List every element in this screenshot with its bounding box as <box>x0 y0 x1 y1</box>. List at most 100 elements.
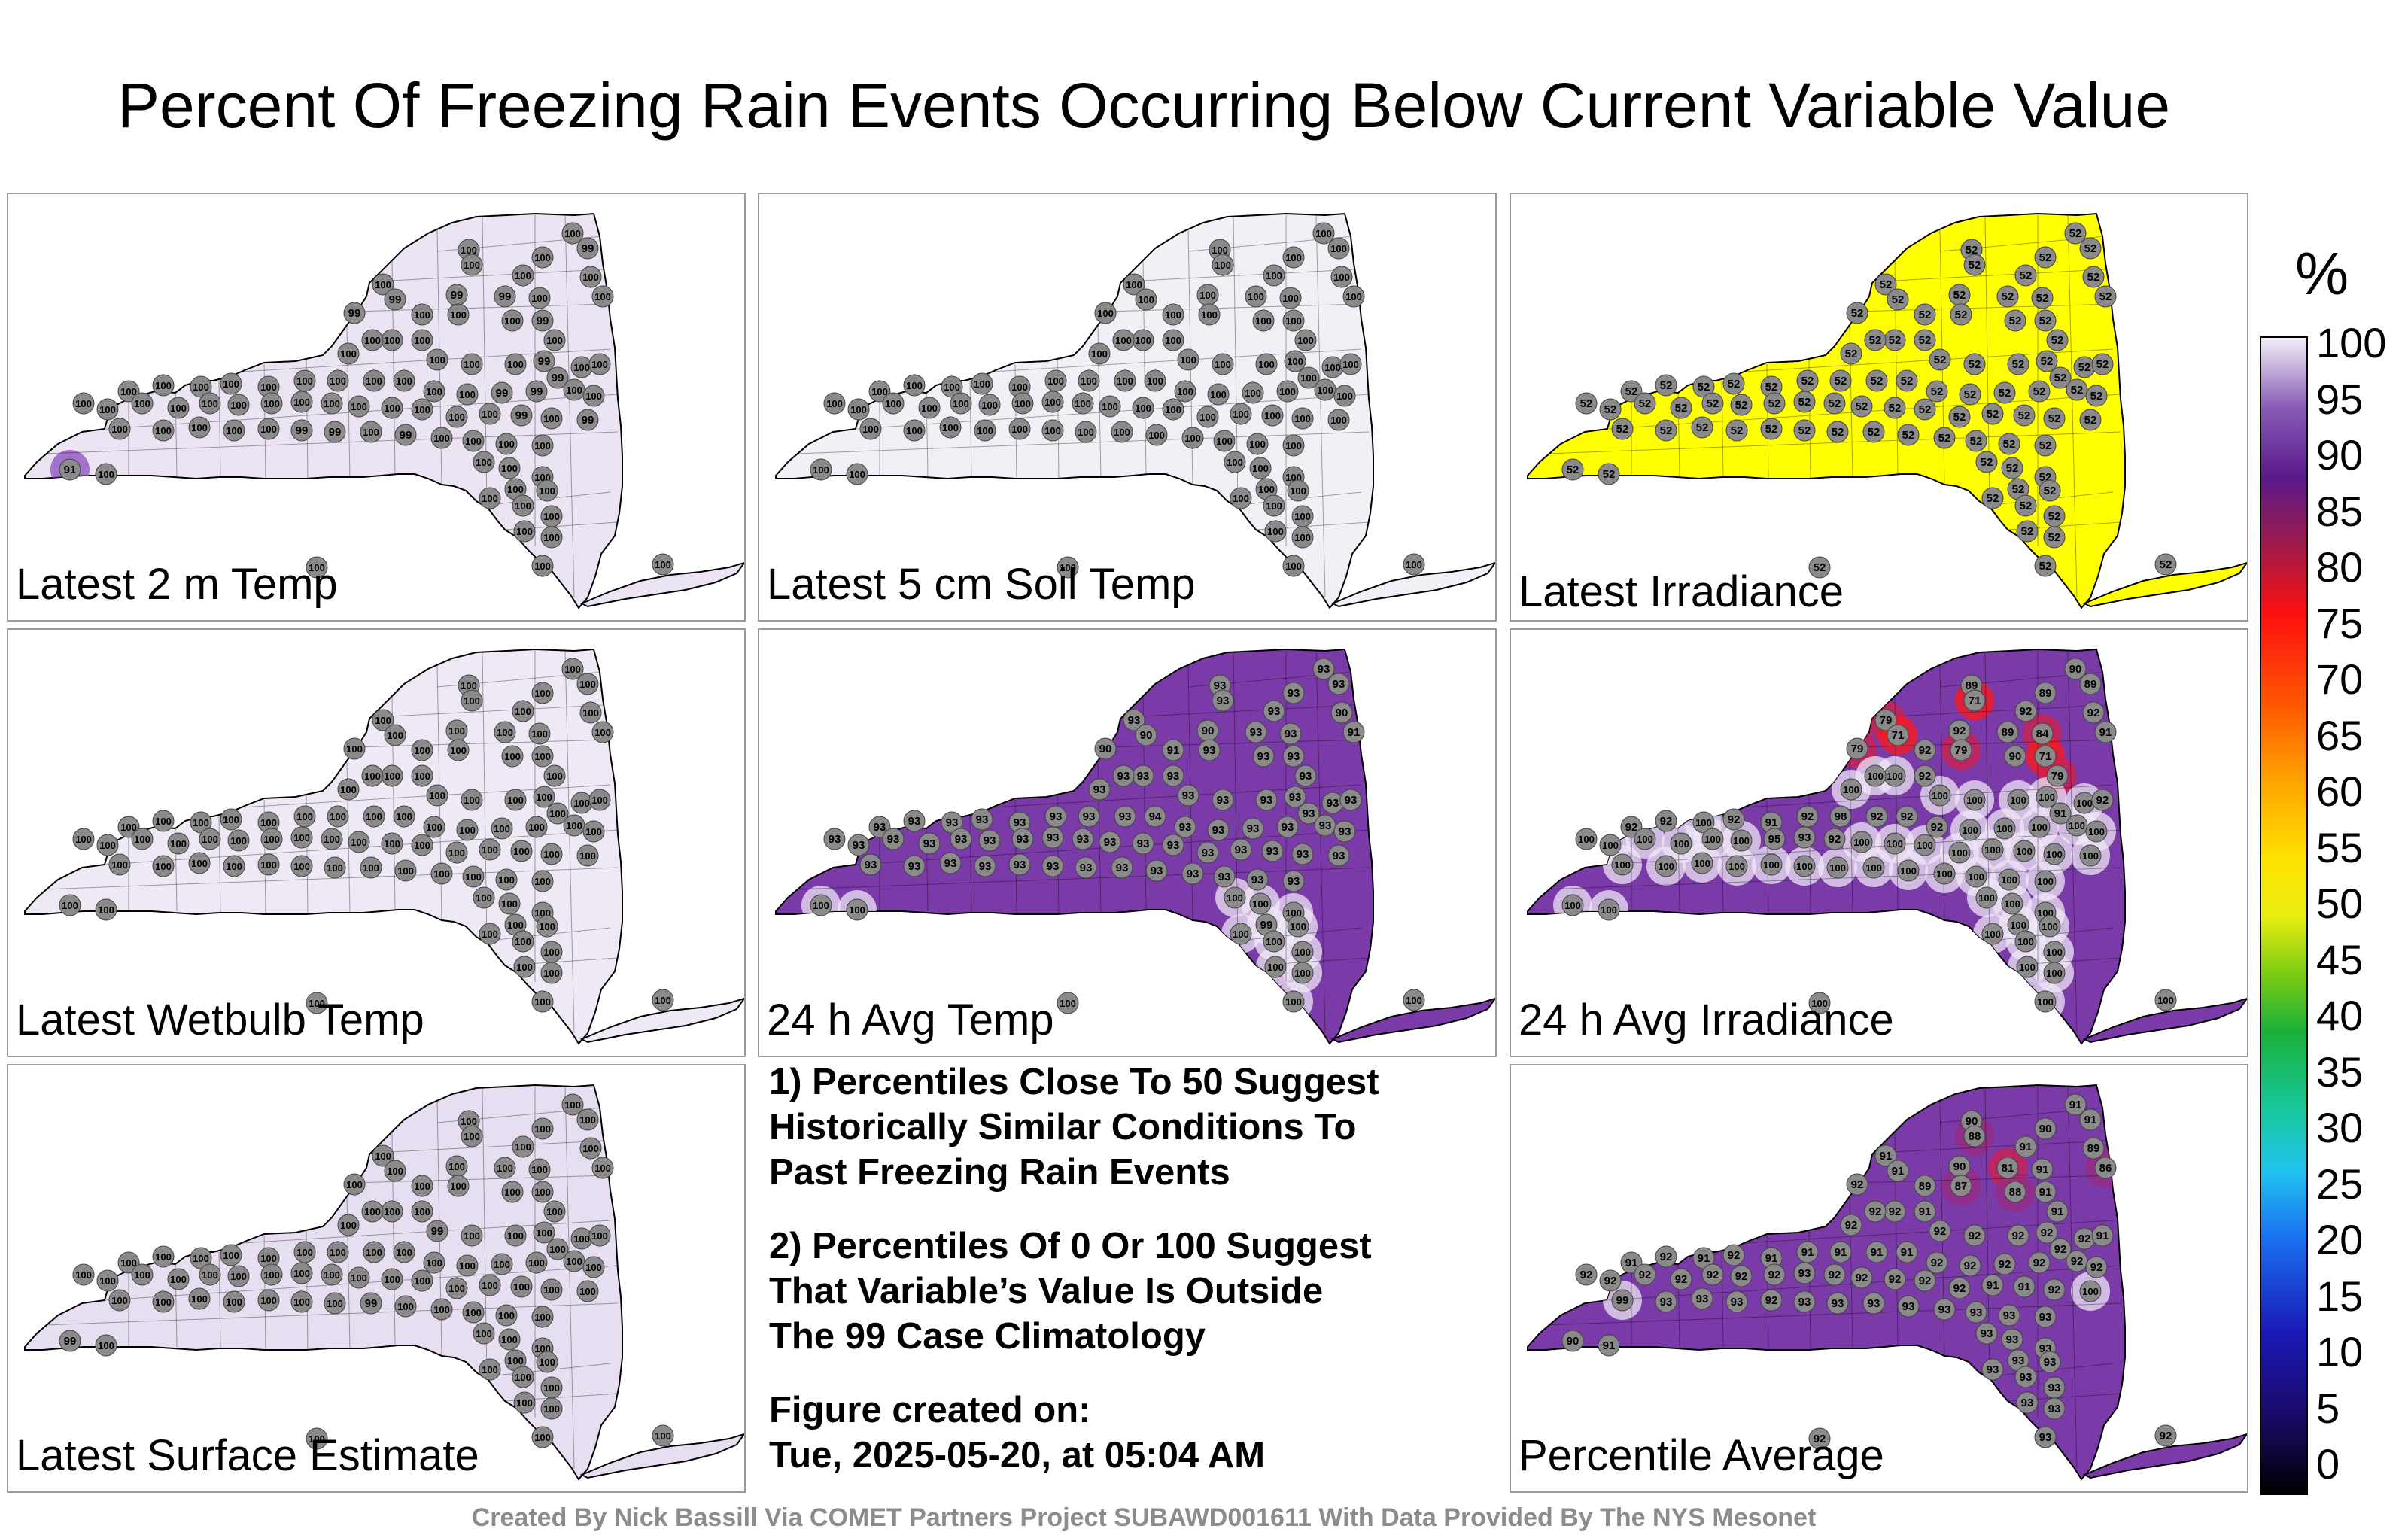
station-value: 100 <box>396 1247 412 1258</box>
station-value: 93 <box>2021 1397 2034 1409</box>
station-marker: 90 <box>2064 658 2087 680</box>
station-marker: 100 <box>1072 392 1094 415</box>
station-marker: 100 <box>227 394 250 416</box>
station-marker: 52 <box>2034 246 2057 269</box>
station-marker: 52 <box>1692 375 1715 398</box>
station-value: 92 <box>1931 1257 1944 1269</box>
station-marker: 100 <box>324 856 346 879</box>
station-value: 92 <box>2078 1233 2091 1245</box>
station-marker: 100 <box>950 392 972 415</box>
station-value: 100 <box>539 1357 555 1368</box>
station-value: 93 <box>1987 1363 1999 1376</box>
station-marker: 100 <box>411 398 433 421</box>
station-marker: 100 <box>2066 814 2088 837</box>
station-marker: 91 <box>1796 1241 1819 1263</box>
station-marker: 90 <box>1094 737 1117 760</box>
station-marker: 100 <box>495 868 518 891</box>
station-value: 100 <box>494 823 510 834</box>
station-value: 52 <box>1798 424 1811 437</box>
station-marker: 100 <box>461 254 483 276</box>
station-marker: 100 <box>846 898 868 921</box>
station-value: 100 <box>981 400 998 411</box>
station-marker: 93 <box>1725 1290 1748 1313</box>
station-value: 93 <box>1080 862 1093 874</box>
station-value: 100 <box>582 272 599 283</box>
station-value: 100 <box>330 1247 346 1258</box>
station-marker: 100 <box>504 913 527 936</box>
station-marker: 100 <box>152 1245 175 1268</box>
station-value: 99 <box>296 424 309 437</box>
station-marker: 91 <box>2034 1181 2057 1203</box>
station-marker: 100 <box>810 894 832 916</box>
station-marker: 93 <box>847 834 870 856</box>
station-value: 100 <box>515 936 531 947</box>
station-value: 100 <box>1252 463 1269 474</box>
station-marker: 52 <box>2016 520 2039 543</box>
station-value: 100 <box>1199 412 1216 423</box>
station-marker: 100 <box>2079 844 2102 867</box>
station-marker: 52 <box>2154 553 2177 576</box>
station-marker: 100 <box>1291 407 1314 430</box>
station-marker: 100 <box>327 805 349 828</box>
station-marker: 52 <box>1634 392 1656 415</box>
station-value: 100 <box>515 500 531 512</box>
station-value: 84 <box>2036 728 2049 740</box>
station-marker: 52 <box>1850 395 1873 418</box>
station-value: 52 <box>2087 271 2100 284</box>
station-marker: 52 <box>1948 284 1971 306</box>
station-value: 100 <box>549 1244 566 1255</box>
county-border <box>1879 1140 2106 1154</box>
station-value: 100 <box>826 398 843 409</box>
station-marker: 100 <box>1808 992 1831 1014</box>
station-marker: 92 <box>1760 1289 1783 1312</box>
station-marker: 92 <box>2082 701 2105 724</box>
station-marker: 52 <box>1691 416 1713 439</box>
station-marker: 100 <box>462 430 485 452</box>
station-value: 93 <box>1047 860 1060 873</box>
station-marker: 52 <box>2085 385 2108 407</box>
panel-label: 24 h Avg Temp <box>767 995 1054 1044</box>
station-value: 100 <box>340 784 357 795</box>
station-marker: 100 <box>498 892 521 915</box>
station-marker: 100 <box>918 397 941 419</box>
station-marker: 100 <box>343 737 366 760</box>
created-label: Figure created on: <box>769 1390 1091 1430</box>
station-marker: 93 <box>823 828 846 850</box>
station-value: 93 <box>1318 663 1330 676</box>
station-marker: 91 <box>2046 1200 2069 1223</box>
station-value: 89 <box>2084 678 2097 691</box>
station-marker: 100 <box>306 1427 328 1450</box>
station-marker: 100 <box>531 246 554 269</box>
station-value: 52 <box>1966 244 1978 257</box>
station-value: 100 <box>543 1382 560 1394</box>
station-marker: 100 <box>321 392 343 415</box>
station-marker: 100 <box>576 844 599 867</box>
station-marker: 52 <box>2049 366 2072 389</box>
station-marker: 99 <box>324 421 346 443</box>
station-value: 100 <box>591 1230 608 1242</box>
station-marker: 100 <box>1862 856 1885 879</box>
station-marker: 100 <box>1963 789 1986 811</box>
station-value: 52 <box>2003 438 2016 451</box>
station-value: 92 <box>1728 813 1741 826</box>
station-value: 92 <box>1901 810 1914 823</box>
station-value: 100 <box>120 386 137 397</box>
station-value: 52 <box>1880 278 1893 291</box>
county-border <box>218 380 221 478</box>
station-value: 100 <box>1248 291 1264 302</box>
panel-label: Latest 5 cm Soil Temp <box>767 560 1196 609</box>
station-value: 100 <box>324 834 340 845</box>
station-value: 52 <box>2071 384 2084 397</box>
station-value: 52 <box>1851 307 1864 320</box>
station-value: 93 <box>1297 848 1309 861</box>
station-value: 100 <box>120 1257 137 1269</box>
station-marker: 100 <box>1294 329 1317 351</box>
station-value: 100 <box>1932 790 1948 801</box>
station-marker: 52 <box>1950 303 1972 326</box>
station-marker: 100 <box>327 1241 349 1263</box>
station-value: 93 <box>908 815 921 828</box>
station-value: 52 <box>2036 292 2049 305</box>
station-value: 52 <box>2160 558 2172 571</box>
station-marker: 100 <box>479 487 501 509</box>
long-island-shape <box>2082 1433 2247 1479</box>
